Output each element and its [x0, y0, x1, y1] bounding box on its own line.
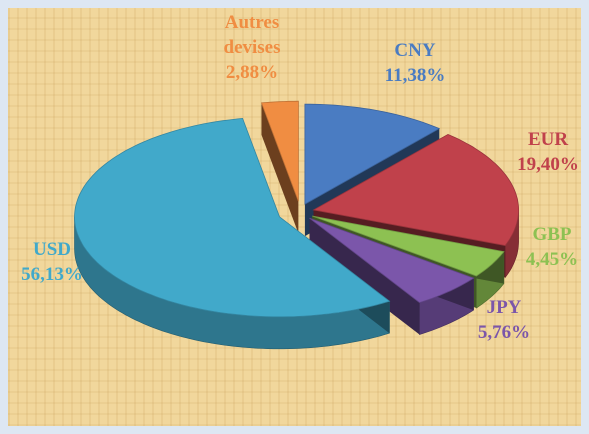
slice-label: CNY 11,38% — [360, 38, 470, 88]
slice-label: USD 56,13% — [0, 237, 107, 287]
category-label: USD — [32, 239, 71, 260]
category-label: Autres devises — [223, 12, 281, 58]
slice — [312, 215, 505, 277]
value-label: 11,38% — [384, 65, 446, 86]
value-label: 4,45% — [525, 249, 579, 270]
value-label: 2,88% — [225, 62, 279, 83]
slice-label: EUR 19,40% — [493, 127, 589, 177]
category-label: GBP — [532, 224, 572, 245]
slice-wall — [309, 218, 420, 335]
value-label: 56,13% — [21, 264, 83, 285]
slice-label: Autres devises 2,88% — [197, 10, 307, 85]
value-label: 19,40% — [517, 154, 579, 175]
slice-label: GBP 4,45% — [497, 222, 589, 272]
slice — [309, 217, 475, 304]
slice-label: JPY 5,76% — [449, 295, 559, 345]
slice-wall — [261, 102, 299, 234]
slice — [74, 117, 391, 318]
category-label: EUR — [527, 129, 569, 150]
category-label: CNY — [394, 40, 436, 61]
value-label: 5,76% — [477, 322, 531, 343]
category-label: JPY — [486, 297, 522, 318]
slice — [312, 133, 519, 246]
slice — [304, 103, 441, 205]
slice — [260, 100, 299, 202]
